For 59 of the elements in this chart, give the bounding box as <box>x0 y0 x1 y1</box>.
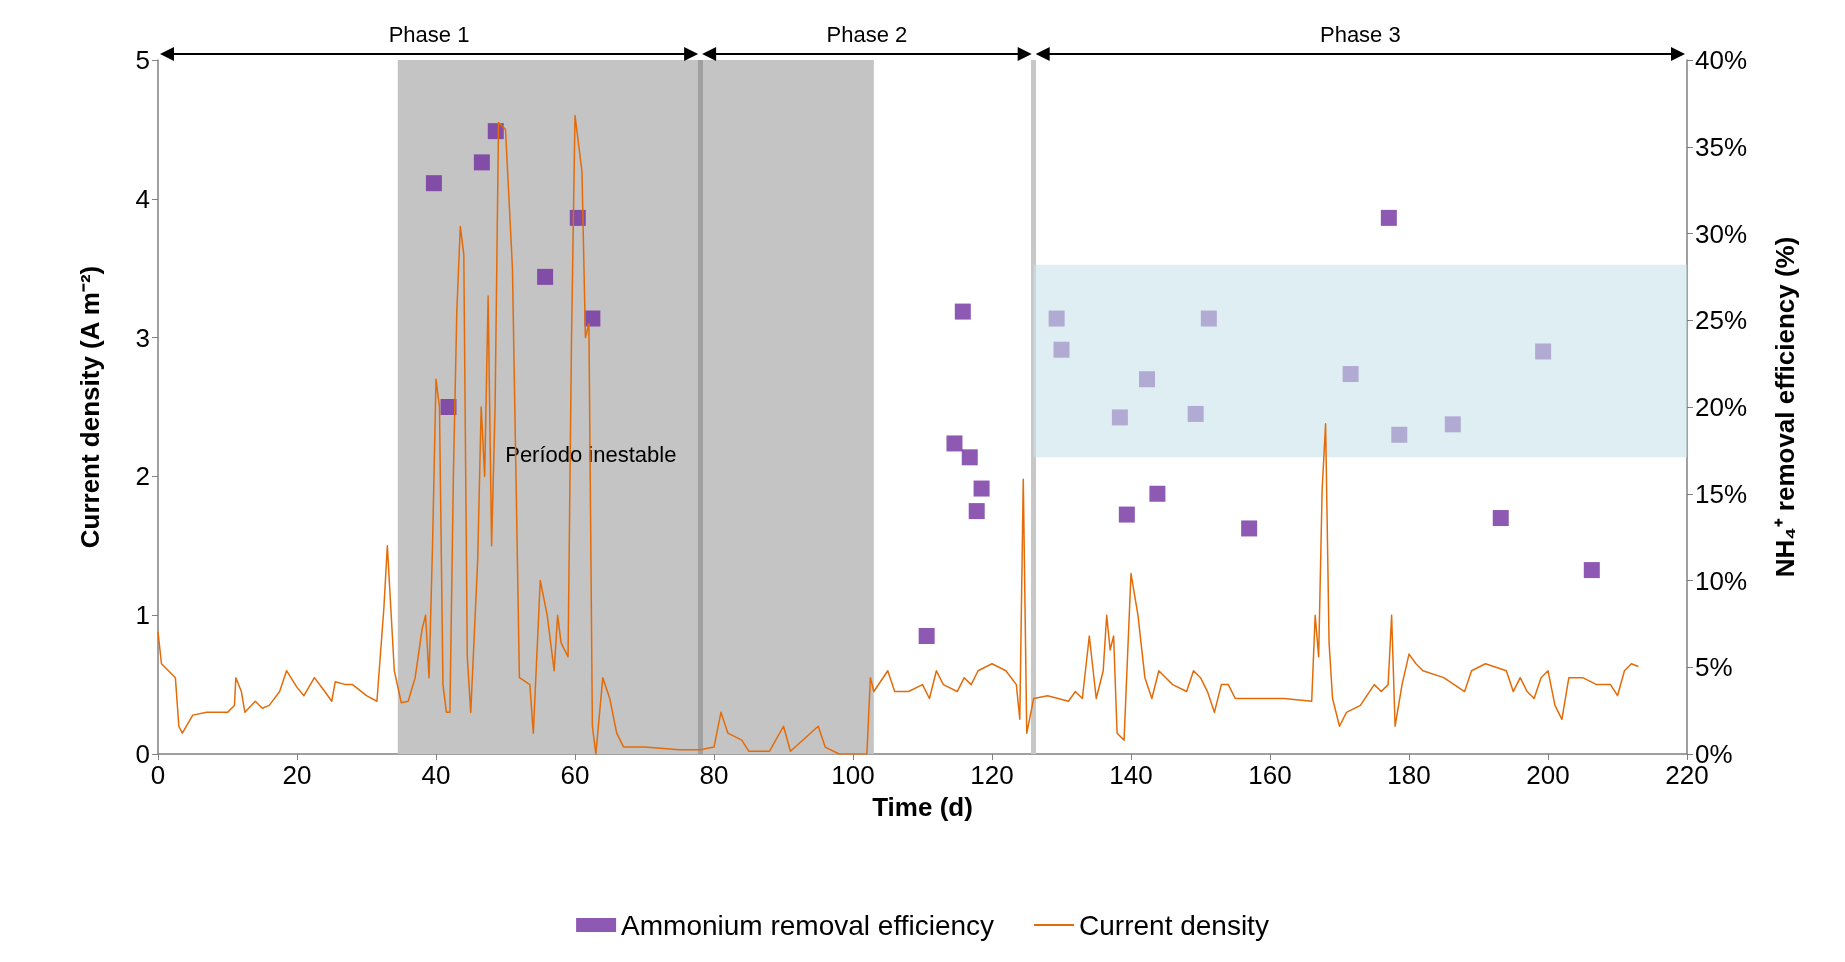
point <box>1149 485 1166 502</box>
y2-tick-label: 20% <box>1695 392 1748 422</box>
point <box>473 154 490 171</box>
point <box>1342 366 1359 383</box>
x-tick-label: 160 <box>1248 760 1292 790</box>
x-tick-label: 40 <box>421 760 451 790</box>
point <box>918 628 935 645</box>
y2-tick-label: 5% <box>1695 652 1733 683</box>
point <box>1380 209 1397 226</box>
y2-tick-label: 40% <box>1695 45 1748 75</box>
point <box>1391 426 1408 443</box>
y2-tick-label: 25% <box>1695 305 1748 336</box>
text: Phase 2 <box>826 22 908 47</box>
point <box>1118 506 1135 523</box>
text: Phase 1 <box>388 22 470 47</box>
y-tick-label: 5 <box>135 45 150 75</box>
legend-label: Ammonium removal efficiency <box>621 909 995 941</box>
point <box>1492 510 1509 527</box>
y-tick-label: 2 <box>135 461 150 492</box>
point <box>968 503 985 520</box>
point <box>973 480 990 497</box>
legend-label: Current density <box>1079 909 1269 941</box>
point <box>1138 371 1155 388</box>
y-tick-label: 3 <box>135 322 150 353</box>
y2-tick-label: 35% <box>1695 131 1748 162</box>
y2-axis-title: NH₄⁺ removal efficiency (%) <box>1770 236 1800 578</box>
point <box>1053 341 1070 358</box>
point <box>1241 520 1258 537</box>
x-tick-label: 20 <box>282 760 312 790</box>
x-tick-label: 140 <box>1109 760 1153 790</box>
x-tick-label: 200 <box>1526 760 1570 790</box>
y-axis-title: Current density (A m⁻²) <box>75 265 105 549</box>
y-tick-label: 0 <box>135 739 150 769</box>
point <box>1048 310 1065 327</box>
x-tick-label: 80 <box>699 760 729 790</box>
point <box>946 435 963 452</box>
point <box>954 303 971 320</box>
point <box>425 175 442 192</box>
point <box>1535 343 1552 360</box>
line-series <box>157 114 1640 755</box>
x-tick-label: 120 <box>970 760 1014 790</box>
point <box>1200 310 1217 327</box>
x-tick-label: 60 <box>560 760 590 790</box>
point <box>487 123 504 140</box>
point <box>961 449 978 466</box>
x-tick-label: 100 <box>831 760 875 790</box>
y2-tick-label: 15% <box>1695 478 1748 509</box>
y-tick-label: 4 <box>135 183 150 214</box>
text: Phase 3 <box>1319 22 1401 47</box>
y2-tick-label: 30% <box>1695 218 1748 249</box>
point <box>1111 409 1128 426</box>
x-tick-label: 180 <box>1387 760 1431 790</box>
point <box>1583 562 1600 579</box>
point <box>1187 405 1204 422</box>
y-tick-label: 1 <box>135 600 150 631</box>
x-axis-title: Time (d) <box>872 792 973 822</box>
point <box>537 268 554 285</box>
y2-tick-label: 10% <box>1695 565 1748 596</box>
point <box>1444 416 1461 433</box>
